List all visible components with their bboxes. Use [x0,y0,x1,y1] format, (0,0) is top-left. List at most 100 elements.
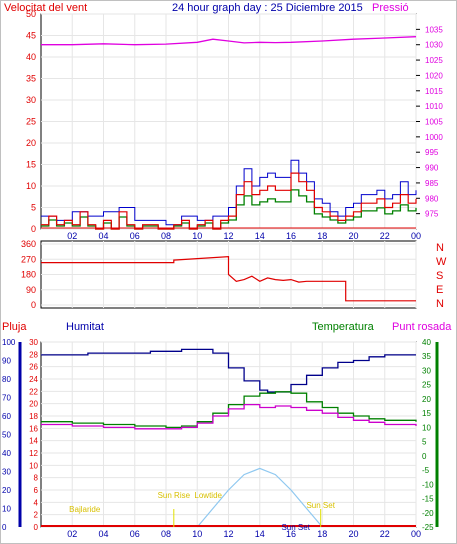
astro-annotation-label: Lowtide [194,491,222,500]
pressure-title: Pressió [372,2,409,14]
time-tick-label: 18 [317,231,327,241]
time-tick-label: 22 [380,529,390,539]
rain-tick-label: 6 [34,486,39,495]
temperature-axis-labels: -25 -20 -15 -10 -5 0 5 10 15 20 25 30 35 40 [422,338,434,532]
wind-speed-tick-label: 20 [26,138,36,148]
direction-tick-label: 0 [31,300,36,310]
pressure-tick-label: 1005 [425,118,443,127]
rain-tick-label: 28 [29,350,38,359]
temperature-tick-label: -25 [422,523,434,532]
humidity-tick-label: 70 [2,394,11,403]
rain-tick-label: 10 [29,461,38,470]
humidity-tick-label: 10 [2,505,11,514]
dewpoint-line [41,403,417,430]
pressure-tick-label: 980 [425,194,439,203]
rain-tick-label: 14 [29,437,38,446]
humidity-line [41,348,416,393]
time-tick-label: 12 [223,231,233,241]
pressure-tick-label: 1020 [425,71,443,80]
temperature-tick-label: 30 [422,366,431,375]
temperature-tick-label: 35 [422,352,431,361]
humidity-tick-label: 60 [2,412,11,421]
time-tick-label: 06 [130,529,140,539]
pressure-axis-labels: 975 980 985 990 995 1000 1005 1010 1015 1020 1025 1… [416,25,443,219]
wind-speed-tick-label: 5 [31,203,36,213]
direction-tick-label: 90 [26,285,36,295]
direction-tick-label: 270 [21,254,36,264]
compass-label: N [436,242,444,254]
dewpoint-label: Punt rosada [392,321,452,333]
time-tick-label: 04 [98,231,108,241]
direction-tick-label: 360 [21,239,36,249]
humidity-label: Humitat [66,321,104,333]
temperature-tick-label: 25 [422,381,431,390]
temperature-tick-label: 15 [422,409,431,418]
temperature-tick-label: 40 [422,338,431,347]
time-tick-label: 08 [161,529,171,539]
time-tick-label: 10 [192,529,202,539]
wind-speed-tick-label: 50 [26,9,36,19]
time-tick-label: 14 [255,529,265,539]
humidity-tick-label: 90 [2,357,11,366]
humidity-tick-label: 40 [2,449,11,458]
temperature-tick-label: 10 [422,423,431,432]
pressure-tick-label: 985 [425,179,439,188]
wind-speed-line [41,172,417,230]
graph-title: 24 hour graph day : 25 Diciembre 2015 [172,2,363,14]
rain-tick-label: 24 [29,375,38,384]
temperature-tick-label: -20 [422,509,434,518]
wind-speed-tick-label: 30 [26,95,36,105]
astro-annotation-label: Sun Set [281,523,310,532]
wind-speed-tick-label: 40 [26,52,36,62]
temperature-line [41,391,417,429]
wind-direction-series [41,256,416,302]
humidity-tick-label: 100 [2,338,16,347]
pressure-line [41,36,417,46]
astro-annotation-label: Sun Set [306,501,335,510]
wind-pressure-time-labels: 02 04 06 08 10 12 14 16 18 20 22 00 [67,231,421,241]
pressure-tick-label: 1030 [425,41,443,50]
rain-tick-label: 4 [34,498,39,507]
wind-speed-title: Velocitat del vent [4,2,87,14]
rain-tick-label: 2 [34,511,39,520]
rain-tick-label: 26 [29,363,38,372]
rain-humidity-temp-series [41,348,417,528]
pressure-tick-label: 1000 [425,133,443,142]
humidity-axis-labels: 0 10 20 30 40 50 60 70 80 90 100 [2,338,16,532]
rain-tick-label: 20 [29,400,38,409]
astro-annotation-label: Sun Rise [158,491,191,500]
time-tick-label: 02 [67,231,77,241]
time-tick-label: 12 [223,529,233,539]
wind-direction-line [41,256,416,302]
humidity-tick-label: 30 [2,468,11,477]
time-tick-label: 10 [192,231,202,241]
rain-tick-label: 0 [34,523,39,532]
rain-tick-label: 18 [29,412,38,421]
astro-annotation-label: Bajlaride [69,505,101,514]
temperature-tick-label: 20 [422,395,431,404]
rain-label: Pluja [2,321,27,333]
temperature-tick-label: -15 [422,495,434,504]
time-tick-label: 16 [286,231,296,241]
time-tick-label: 02 [67,529,77,539]
time-tick-label: 14 [255,231,265,241]
compass-label: E [436,284,443,296]
wind-pressure-grid [41,13,417,230]
pressure-tick-label: 1010 [425,102,443,111]
time-tick-label: 22 [380,231,390,241]
time-tick-label: 20 [348,529,358,539]
compass-label: N [436,298,444,310]
compass-label: S [436,270,443,282]
wind-speed-tick-label: 25 [26,117,36,127]
pressure-tick-label: 1035 [425,25,443,34]
temperature-label: Temperatura [312,321,375,333]
humidity-tick-label: 50 [2,431,11,440]
humidity-tick-label: 80 [2,375,11,384]
solar-radiation-line [196,467,323,528]
time-tick-label: 00 [411,231,421,241]
rain-tick-label: 16 [29,424,38,433]
time-tick-label: 00 [411,529,421,539]
